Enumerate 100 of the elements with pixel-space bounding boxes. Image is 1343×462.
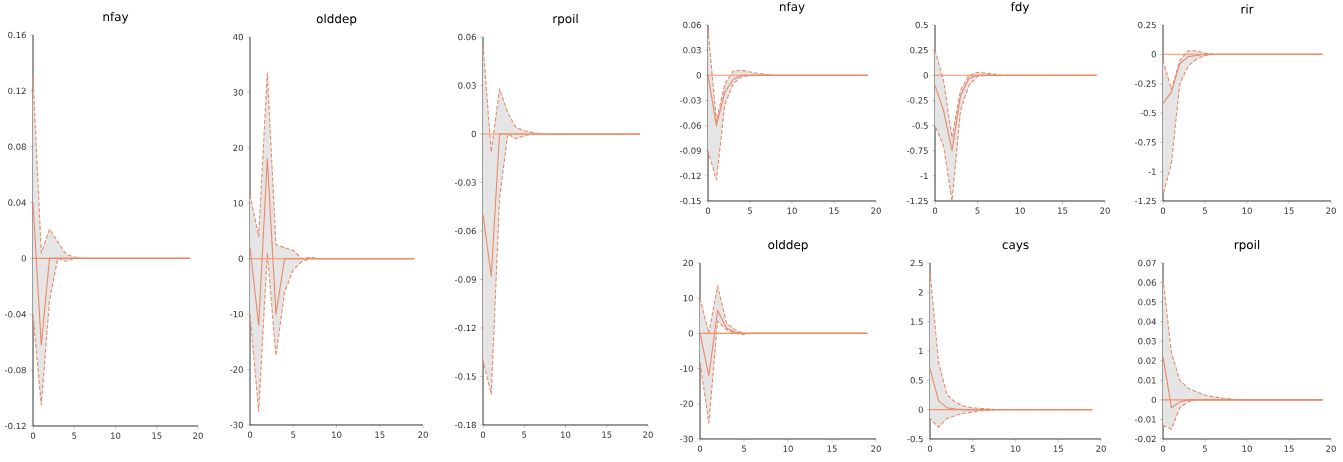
- y-tick-label: 0.03: [1138, 338, 1156, 345]
- y-tick-label: -0.12: [679, 172, 701, 180]
- y-tick-label: 0: [696, 72, 701, 79]
- x-tick-label: 15: [1284, 445, 1294, 452]
- y-tick-label: 0.06: [683, 21, 701, 29]
- y-tick-label: 0.25: [1138, 21, 1156, 29]
- y-tick-label: 0.25: [910, 46, 928, 54]
- x-tick-label: 10: [1242, 445, 1252, 452]
- y-tick-label: -0.15: [454, 373, 476, 380]
- y-tick-label: -30: [230, 421, 243, 429]
- x-tick-label: 10: [1015, 207, 1025, 214]
- y-tick-label: -0.09: [454, 276, 476, 283]
- y-tick-label: -0.09: [679, 147, 701, 154]
- x-tick-label: 10: [1242, 207, 1252, 214]
- y-tick-label: 0: [1151, 396, 1156, 404]
- x-tick-label: 20: [1326, 207, 1336, 214]
- y-tick-label: -1.25: [1134, 197, 1156, 205]
- x-tick-label: 0: [705, 207, 711, 214]
- y-tick-label: -10: [680, 365, 693, 372]
- x-tick-label: 15: [829, 207, 839, 214]
- y-tick-label: -0.75: [906, 147, 928, 154]
- x-tick-label: 15: [1053, 445, 1063, 452]
- y-tick-label: 10: [683, 294, 693, 302]
- x-tick-label: 5: [975, 207, 980, 214]
- y-tick-label: -0.06: [679, 122, 701, 129]
- chart-title: rpoil: [553, 13, 578, 26]
- y-tick-label: -0.01: [1134, 416, 1156, 423]
- y-tick-label: -1: [920, 172, 928, 179]
- y-tick-label: 0: [688, 330, 693, 337]
- y-tick-label: 20: [683, 259, 693, 267]
- x-tick-label: 0: [247, 431, 253, 438]
- x-tick-label: 15: [1284, 207, 1294, 214]
- y-tick-label: -10: [230, 310, 243, 318]
- chart-title: olddep: [316, 13, 357, 26]
- y-tick-label: 0: [1151, 51, 1156, 58]
- x-tick-label: 15: [1058, 207, 1068, 214]
- y-tick-label: -0.12: [4, 422, 26, 430]
- x-tick-label: 0: [1160, 207, 1166, 214]
- y-tick-label: 1.5: [910, 318, 923, 325]
- y-tick-label: 2.5: [910, 259, 923, 267]
- y-tick-label: -0.03: [454, 179, 476, 186]
- x-tick-label: 20: [1100, 207, 1110, 214]
- x-tick-label: 0: [480, 431, 486, 438]
- y-tick-label: -0.08: [4, 366, 26, 374]
- x-tick-label: 0: [30, 432, 36, 439]
- y-tick-label: -0.25: [906, 97, 928, 104]
- chart-title: fdy: [1010, 1, 1030, 14]
- x-tick-label: 5: [72, 432, 77, 439]
- x-tick-label: 0: [1160, 445, 1166, 452]
- x-tick-label: 15: [827, 445, 837, 452]
- x-tick-label: 5: [741, 445, 746, 452]
- x-tick-label: 15: [152, 432, 162, 439]
- chart-title: nfay: [780, 1, 805, 14]
- y-tick-label: -0.75: [1134, 139, 1156, 146]
- x-tick-label: 20: [871, 207, 881, 214]
- y-tick-label: 0: [238, 255, 243, 262]
- y-tick-label: 0.03: [683, 46, 701, 54]
- x-tick-label: 10: [332, 431, 342, 438]
- x-tick-label: 20: [193, 432, 203, 439]
- x-tick-label: 5: [1202, 207, 1207, 214]
- chart-title: nfay: [103, 11, 129, 24]
- y-tick-label: 2: [918, 289, 923, 296]
- y-tick-label: 30: [233, 89, 243, 96]
- y-tick-label: -0.02: [1134, 435, 1156, 443]
- y-tick-label: 0: [918, 406, 923, 413]
- y-tick-label: 0.5: [910, 377, 923, 384]
- y-tick-label: 0.04: [8, 199, 27, 206]
- x-tick-label: 5: [522, 431, 527, 438]
- chart-title: rir: [1241, 4, 1254, 14]
- y-tick-label: -0.5: [907, 435, 923, 443]
- x-tick-label: 15: [375, 431, 385, 438]
- y-tick-label: 0.06: [1138, 279, 1156, 286]
- y-tick-label: -0.06: [454, 227, 476, 235]
- chart-title: rpoil: [1234, 239, 1260, 252]
- x-tick-label: 5: [1202, 445, 1207, 452]
- y-tick-label: -20: [230, 366, 243, 373]
- y-tick-label: 0.01: [1138, 377, 1156, 384]
- x-tick-label: 10: [787, 207, 797, 214]
- x-tick-label: 10: [1011, 445, 1021, 452]
- y-tick-label: -1.25: [906, 197, 928, 205]
- y-tick-label: -20: [680, 400, 693, 407]
- y-tick-label: 40: [233, 33, 243, 41]
- x-tick-label: 20: [643, 431, 653, 438]
- x-tick-label: 5: [291, 431, 296, 438]
- x-tick-label: 20: [1326, 445, 1336, 452]
- y-tick-label: -30: [680, 435, 693, 443]
- x-tick-label: 5: [747, 207, 752, 214]
- y-tick-label: 0.12: [8, 87, 26, 95]
- y-tick-label: -0.12: [454, 324, 476, 332]
- x-tick-label: 10: [783, 445, 793, 452]
- x-tick-label: 15: [602, 431, 612, 438]
- y-tick-label: -0.25: [1134, 80, 1156, 87]
- x-tick-label: 0: [927, 445, 933, 452]
- y-tick-label: 0: [471, 130, 476, 138]
- y-tick-label: -0.5: [1140, 109, 1156, 117]
- y-tick-label: 0.03: [458, 82, 476, 89]
- y-tick-label: -0.15: [679, 197, 701, 205]
- y-tick-label: 0.06: [458, 33, 476, 41]
- y-tick-label: 0.07: [1138, 259, 1156, 267]
- y-tick-label: -0.04: [4, 311, 27, 318]
